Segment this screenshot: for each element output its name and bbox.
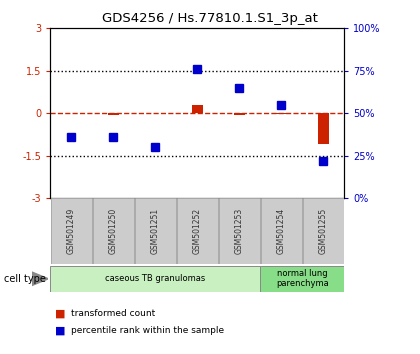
Bar [51,198,92,264]
Bar [303,198,344,264]
Text: GDS4256 / Hs.77810.1.S1_3p_at: GDS4256 / Hs.77810.1.S1_3p_at [102,12,318,25]
Text: ■: ■ [55,308,65,318]
Text: GSM501250: GSM501250 [109,208,118,254]
Text: cell type: cell type [4,274,46,284]
Bar [93,198,134,264]
Text: GSM501251: GSM501251 [151,208,160,254]
Text: GSM501254: GSM501254 [277,208,286,254]
Bar [261,198,302,264]
Text: GSM501252: GSM501252 [193,208,202,254]
Text: normal lung
parenchyma: normal lung parenchyma [276,269,329,289]
Polygon shape [32,272,48,286]
Bar [260,266,344,292]
Bar [50,266,260,292]
Text: GSM501253: GSM501253 [235,208,244,254]
Text: GSM501255: GSM501255 [319,208,328,254]
Bar [108,113,119,115]
Text: GSM501249: GSM501249 [67,208,76,254]
Bar [192,105,203,113]
Bar [234,113,244,115]
Bar [219,198,260,264]
Text: percentile rank within the sample: percentile rank within the sample [71,326,225,336]
Bar [135,198,176,264]
Bar [318,113,328,144]
Text: transformed count: transformed count [71,309,156,318]
Bar [177,198,218,264]
Text: caseous TB granulomas: caseous TB granulomas [105,274,205,283]
Text: ■: ■ [55,326,65,336]
Bar [276,113,286,114]
